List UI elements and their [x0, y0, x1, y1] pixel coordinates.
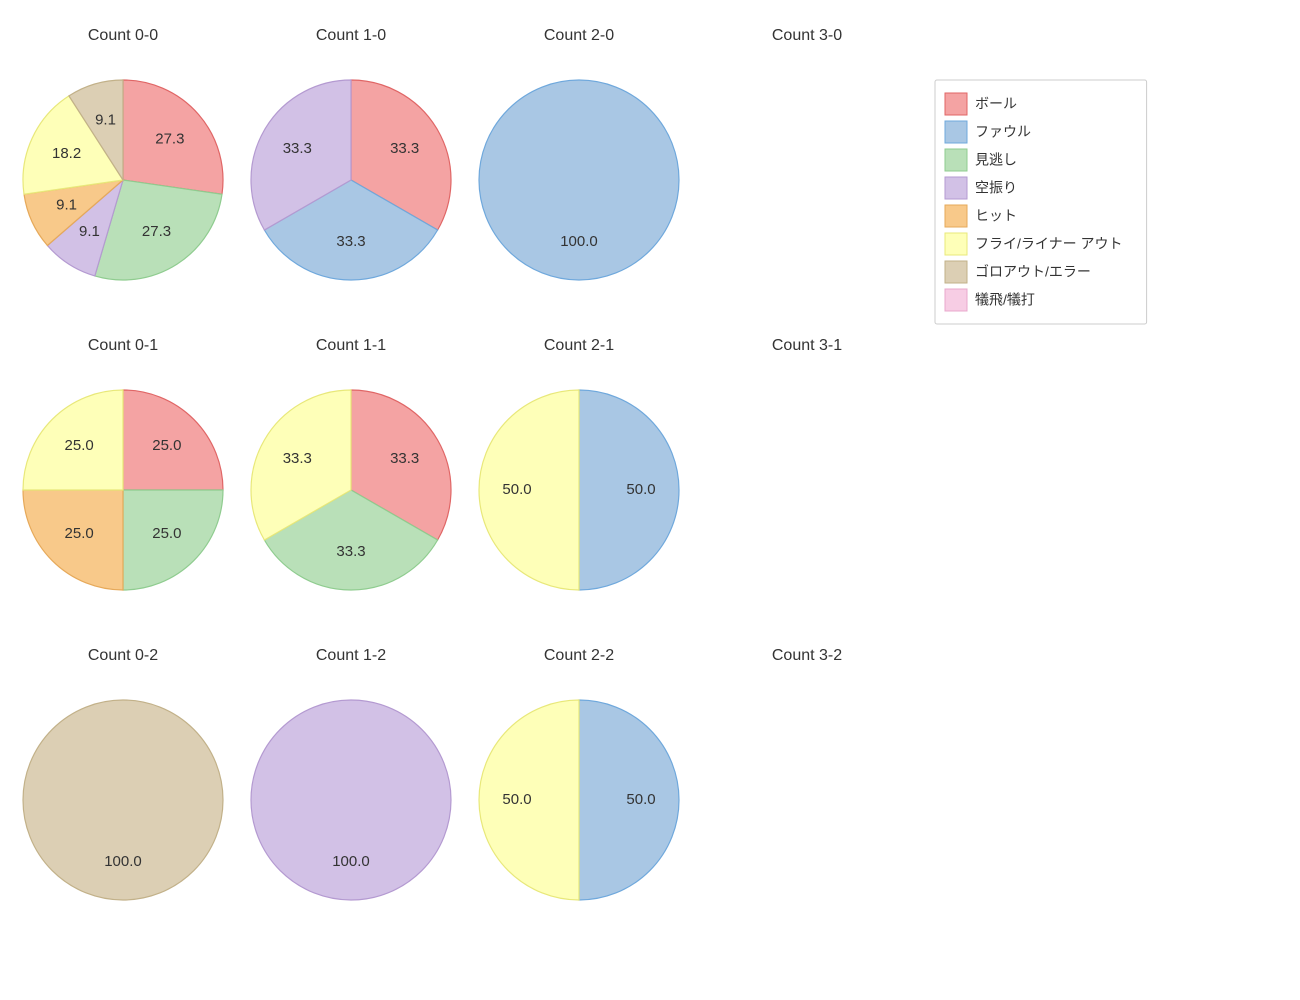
slice-label: 25.0: [65, 525, 94, 542]
legend-label: フライ/ライナー アウト: [975, 236, 1123, 252]
slice-label: 27.3: [142, 223, 171, 240]
legend-swatch: [945, 261, 967, 283]
legend-swatch: [945, 93, 967, 115]
pie-c22: Count 2-2 50.0 50.0: [479, 647, 679, 900]
pie-slice: [251, 700, 451, 900]
slice-label: 25.0: [152, 525, 181, 542]
legend-label: 犠飛/犠打: [975, 292, 1035, 308]
pie-c21: Count 2-1 50.0 50.0: [479, 337, 679, 590]
legend: ボールファウル見逃し空振りヒットフライ/ライナー アウトゴロアウト/エラー犠飛/…: [935, 80, 1147, 324]
pie-title: Count 1-0: [316, 27, 386, 44]
pie-title: Count 3-2: [772, 647, 842, 664]
legend-box: [935, 80, 1147, 324]
pie-title: Count 2-2: [544, 647, 614, 664]
slice-label: 33.3: [390, 450, 419, 467]
pie-c00: Count 0-027.327.39.19.118.29.1: [23, 27, 223, 280]
pie-grid-chart: Count 0-027.327.39.19.118.29.1Count 1-03…: [0, 0, 1300, 1000]
pie-title: Count 2-1: [544, 337, 614, 354]
slice-label: 33.3: [390, 140, 419, 157]
pie-title: Count 2-0: [544, 27, 614, 44]
slice-label: 27.3: [155, 130, 184, 147]
pie-title: Count 3-1: [772, 337, 842, 354]
pie-title: Count 0-2: [88, 647, 158, 664]
legend-label: 空振り: [975, 180, 1017, 196]
pie-c01: Count 0-1 25.0 25.0 25.0 25.0: [23, 337, 223, 590]
legend-swatch: [945, 289, 967, 311]
legend-label: ゴロアウト/エラー: [975, 264, 1091, 280]
pie-c11: Count 1-1 33.3 33.3 33.3: [251, 337, 451, 590]
legend-swatch: [945, 121, 967, 143]
pie-slice: [23, 700, 223, 900]
pie-c32: Count 3-2: [772, 647, 842, 664]
legend-label: 見逃し: [975, 152, 1017, 168]
slice-label: 50.0: [626, 481, 655, 498]
slice-label: 9.1: [95, 111, 116, 128]
pie-title: Count 1-1: [316, 337, 386, 354]
legend-swatch: [945, 149, 967, 171]
slice-label: 100.0: [560, 233, 598, 250]
legend-swatch: [945, 233, 967, 255]
slice-label: 33.3: [283, 450, 312, 467]
slice-label: 33.3: [283, 140, 312, 157]
legend-swatch: [945, 205, 967, 227]
pie-c02: Count 0-2 100.0: [23, 647, 223, 900]
slice-label: 50.0: [502, 791, 531, 808]
slice-label: 25.0: [152, 437, 181, 454]
pie-slice: [479, 80, 679, 280]
pie-c20: Count 2-0 100.0: [479, 27, 679, 280]
pie-c10: Count 1-0 33.3 33.3 33.3: [251, 27, 451, 280]
pie-title: Count 0-0: [88, 27, 158, 44]
pie-c30: Count 3-0: [772, 27, 842, 44]
slice-label: 33.3: [336, 233, 365, 250]
pie-c12: Count 1-2 100.0: [251, 647, 451, 900]
slice-label: 9.1: [56, 197, 77, 214]
slice-label: 50.0: [502, 481, 531, 498]
legend-label: ヒット: [975, 208, 1017, 224]
pie-c31: Count 3-1: [772, 337, 842, 354]
slice-label: 9.1: [79, 223, 100, 240]
legend-label: ファウル: [975, 124, 1031, 140]
slice-label: 18.2: [52, 145, 81, 162]
slice-label: 33.3: [336, 543, 365, 560]
slice-label: 25.0: [65, 437, 94, 454]
slice-label: 100.0: [104, 853, 142, 870]
legend-swatch: [945, 177, 967, 199]
slice-label: 50.0: [626, 791, 655, 808]
pie-title: Count 1-2: [316, 647, 386, 664]
pie-title: Count 3-0: [772, 27, 842, 44]
slice-label: 100.0: [332, 853, 370, 870]
legend-label: ボール: [975, 96, 1017, 112]
pie-title: Count 0-1: [88, 337, 158, 354]
